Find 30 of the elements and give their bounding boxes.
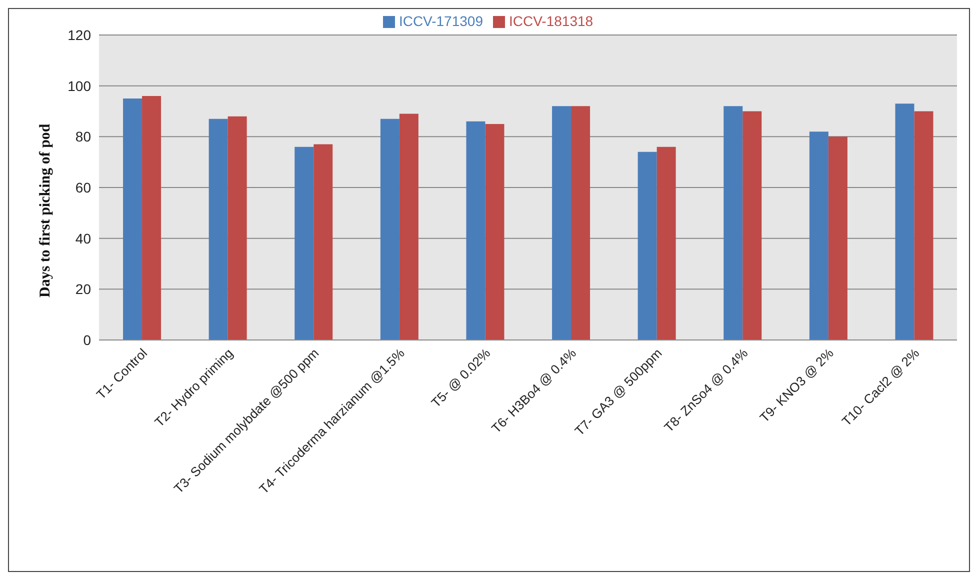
y-tick-label: 0 bbox=[83, 332, 92, 348]
bar bbox=[724, 106, 743, 340]
bar bbox=[895, 104, 914, 340]
bar bbox=[571, 106, 590, 340]
bar bbox=[809, 132, 828, 340]
bar bbox=[208, 118, 228, 340]
legend-label: ICCV-171309 bbox=[398, 13, 483, 29]
bar bbox=[380, 118, 400, 340]
y-tick-label: 100 bbox=[68, 78, 92, 94]
bar bbox=[228, 116, 247, 340]
bar bbox=[914, 111, 934, 340]
bar bbox=[656, 146, 676, 340]
y-tick-label: 60 bbox=[75, 179, 92, 196]
y-tick-label: 80 bbox=[75, 128, 92, 145]
bar bbox=[742, 111, 762, 340]
bar bbox=[399, 114, 418, 340]
legend-label: ICCV-181318 bbox=[509, 13, 594, 29]
y-tick-label: 40 bbox=[75, 230, 92, 246]
bar bbox=[142, 96, 162, 340]
bar bbox=[294, 146, 314, 340]
bar bbox=[638, 152, 657, 340]
y-tick-label: 20 bbox=[75, 281, 92, 298]
bar bbox=[466, 121, 486, 340]
y-tick-label: 120 bbox=[68, 26, 92, 43]
bar bbox=[123, 98, 142, 340]
bar bbox=[485, 124, 504, 340]
bar bbox=[552, 106, 572, 340]
y-axis-title: Days to first picking of pod bbox=[37, 123, 54, 298]
bar bbox=[828, 136, 848, 340]
bar bbox=[314, 144, 333, 340]
